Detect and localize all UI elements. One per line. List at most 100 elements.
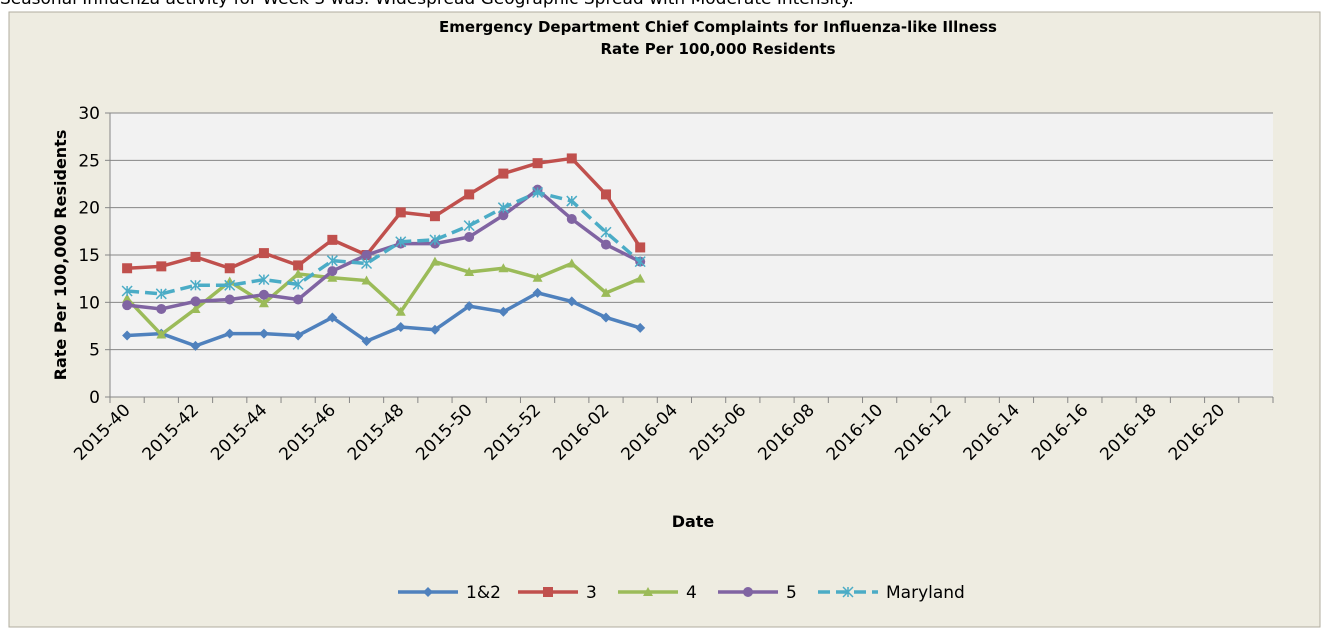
marker: [429, 211, 440, 222]
legend-item: 3: [518, 583, 597, 603]
x-axis-title: Date: [672, 512, 715, 531]
legend-label: 5: [786, 583, 797, 603]
marker: [156, 261, 167, 272]
marker: [635, 242, 646, 253]
marker: [258, 298, 269, 308]
legend-item: 1&2: [398, 583, 501, 603]
marker: [635, 273, 646, 283]
legend-marker: [743, 587, 753, 597]
marker: [566, 195, 578, 207]
marker: [258, 289, 269, 300]
y-tick-label: 25: [78, 151, 100, 171]
marker: [190, 340, 201, 351]
marker: [635, 322, 646, 333]
marker: [293, 330, 304, 341]
marker: [122, 330, 133, 341]
marker: [327, 234, 338, 245]
series-line: [126, 187, 641, 311]
marker: [566, 153, 577, 164]
marker: [327, 312, 338, 323]
marker: [497, 202, 509, 214]
y-tick-label: 10: [78, 293, 100, 313]
marker: [600, 287, 611, 297]
marker: [498, 210, 509, 221]
marker: [122, 263, 133, 274]
marker: [293, 268, 304, 278]
marker: [190, 303, 201, 313]
marker: [600, 189, 611, 200]
marker: [634, 256, 646, 268]
marker: [190, 296, 201, 307]
marker: [464, 267, 475, 277]
marker: [258, 248, 269, 259]
header-text: Seasonal Influenza activity for Week 3 w…: [0, 0, 854, 9]
legend-marker: [842, 586, 854, 598]
marker: [361, 275, 372, 285]
marker: [600, 312, 611, 323]
marker: [189, 279, 202, 291]
marker: [600, 226, 612, 238]
marker: [429, 324, 440, 335]
marker: [464, 189, 475, 200]
marker: [155, 288, 167, 300]
legend-marker: [643, 587, 653, 596]
marker: [156, 329, 167, 339]
chart-subtitle: Rate Per 100,000 Residents: [600, 40, 835, 58]
marker: [532, 272, 543, 282]
marker: [361, 250, 372, 260]
marker: [498, 306, 509, 317]
legend-label: Maryland: [886, 583, 965, 603]
marker: [532, 287, 543, 298]
marker: [122, 300, 133, 311]
legend-item: Maryland: [818, 583, 965, 603]
marker: [122, 293, 133, 303]
y-tick-label: 30: [78, 104, 100, 124]
marker: [190, 251, 201, 262]
marker: [395, 306, 406, 316]
legend-item: 5: [718, 583, 797, 603]
marker: [566, 296, 577, 307]
marker: [258, 328, 269, 339]
marker: [293, 294, 304, 305]
marker: [326, 255, 338, 267]
marker: [327, 272, 338, 282]
marker: [292, 278, 304, 290]
marker: [532, 158, 543, 169]
marker: [463, 220, 475, 232]
marker: [566, 258, 577, 268]
marker: [498, 263, 509, 273]
chart-title: Emergency Department Chief Complaints fo…: [439, 18, 997, 36]
series-line: [127, 156, 642, 271]
marker: [224, 328, 235, 339]
marker: [395, 207, 406, 218]
legend-marker: [423, 587, 433, 597]
legend-item: 4: [618, 583, 697, 603]
marker: [156, 303, 167, 314]
marker: [361, 257, 373, 270]
y-tick-label: 20: [78, 199, 100, 219]
y-tick-label: 5: [89, 341, 100, 361]
legend-marker: [543, 587, 553, 597]
series-line: [126, 190, 642, 296]
series-line: [127, 291, 641, 348]
marker: [429, 256, 440, 266]
y-tick-label: 0: [89, 388, 100, 408]
marker: [464, 232, 475, 243]
marker: [600, 239, 611, 250]
marker: [566, 214, 577, 225]
legend-label: 4: [686, 583, 697, 603]
marker: [532, 186, 544, 199]
legend-label: 3: [586, 583, 597, 603]
marker: [361, 336, 372, 347]
marker: [395, 321, 406, 332]
marker: [293, 260, 304, 271]
marker: [121, 285, 133, 297]
marker: [224, 263, 235, 274]
marker: [327, 266, 338, 277]
legend-label: 1&2: [466, 583, 501, 603]
series-line: [125, 259, 641, 337]
marker: [464, 301, 475, 312]
marker: [224, 294, 235, 305]
